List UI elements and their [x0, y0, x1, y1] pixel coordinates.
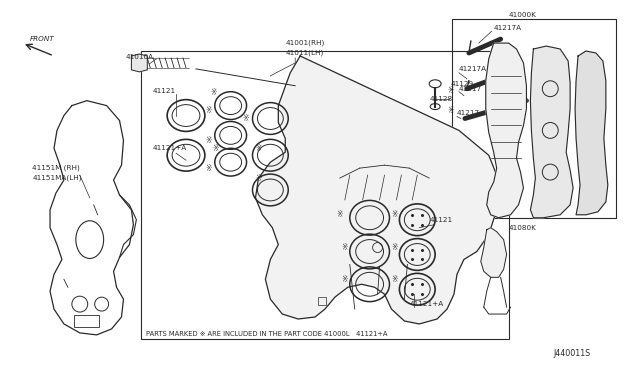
Text: ※: ※ — [243, 114, 249, 123]
Text: ※: ※ — [337, 210, 343, 219]
Text: ※: ※ — [255, 144, 262, 153]
Text: ※: ※ — [211, 88, 217, 97]
Text: 41217: 41217 — [459, 86, 482, 92]
Text: 41129: 41129 — [451, 81, 474, 87]
Text: ※: ※ — [205, 106, 212, 115]
Text: 41217A: 41217A — [459, 66, 487, 72]
Text: ※: ※ — [391, 275, 397, 284]
Text: FRONT: FRONT — [30, 36, 55, 42]
Polygon shape — [575, 51, 608, 215]
Text: J440011S: J440011S — [553, 349, 591, 358]
Text: 41000K: 41000K — [509, 12, 536, 18]
Text: ※: ※ — [205, 136, 212, 145]
Text: 41121: 41121 — [152, 88, 175, 94]
Text: ※: ※ — [391, 210, 397, 219]
Text: 41217A: 41217A — [493, 25, 522, 31]
Polygon shape — [531, 46, 573, 218]
Text: 41010A: 41010A — [125, 54, 153, 60]
Text: 41080K: 41080K — [509, 225, 536, 231]
Text: 41217: 41217 — [457, 109, 480, 116]
Polygon shape — [255, 56, 499, 324]
Text: PARTS MARKED ※ ARE INCLUDED IN THE PART CODE 41000L   41121+A: PARTS MARKED ※ ARE INCLUDED IN THE PART … — [147, 331, 388, 337]
Text: ※: ※ — [447, 106, 453, 115]
Text: 41128: 41128 — [429, 96, 452, 102]
Text: ※: ※ — [255, 174, 262, 183]
Polygon shape — [486, 43, 527, 218]
Text: 41011(LH): 41011(LH) — [285, 50, 323, 56]
Text: 41001(RH): 41001(RH) — [285, 40, 324, 46]
Text: 41151M (RH): 41151M (RH) — [32, 165, 80, 171]
Bar — [318, 297, 326, 305]
Text: 41121: 41121 — [429, 217, 452, 223]
Text: ※: ※ — [342, 275, 348, 284]
Bar — [74, 315, 99, 327]
Text: ※: ※ — [447, 86, 453, 95]
Text: ※: ※ — [391, 243, 397, 252]
Text: ※: ※ — [212, 144, 219, 153]
Text: ※: ※ — [342, 243, 348, 252]
Bar — [452, 19, 616, 218]
Polygon shape — [481, 228, 507, 277]
Bar — [141, 51, 509, 339]
Text: 41121+A: 41121+A — [152, 145, 186, 151]
Text: 41121+A: 41121+A — [410, 301, 444, 307]
Text: ※: ※ — [205, 164, 212, 173]
Text: 41151MA(LH): 41151MA(LH) — [32, 175, 82, 181]
Polygon shape — [131, 54, 147, 72]
